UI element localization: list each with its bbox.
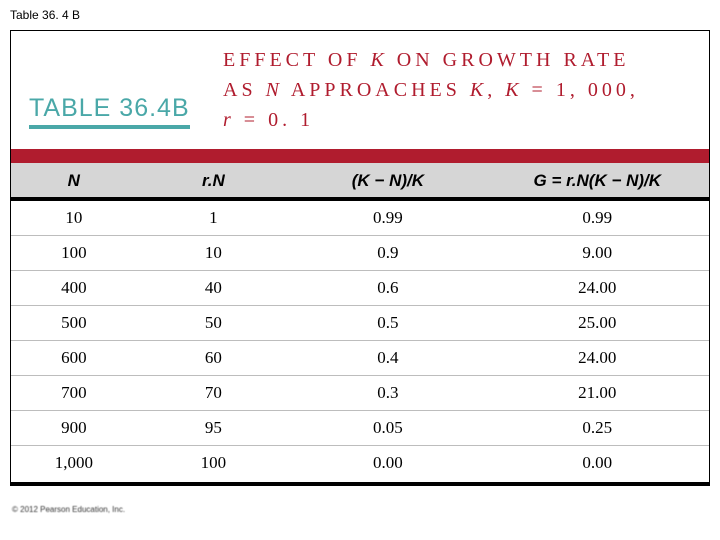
cell-g: 25.00 <box>486 313 709 333</box>
copyright-text: © 2012 Pearson Education, Inc. <box>12 505 125 514</box>
title-text: = 0. 1 <box>235 109 314 131</box>
cell-rn: 10 <box>137 243 291 263</box>
cell-ratio: 0.4 <box>290 348 485 368</box>
table-row: 700700.321.00 <box>11 376 709 411</box>
table-figure: TABLE 36.4B EFFECT OF K ON GROWTH RATE A… <box>10 30 710 486</box>
table-title: EFFECT OF K ON GROWTH RATE AS N APPROACH… <box>199 41 691 135</box>
cell-ratio: 0.6 <box>290 278 485 298</box>
red-divider <box>11 149 709 163</box>
col-header-n: N <box>11 171 137 191</box>
cell-n: 10 <box>11 208 137 228</box>
cell-rn: 100 <box>137 453 291 473</box>
cell-g: 0.99 <box>486 208 709 228</box>
cell-rn: 40 <box>137 278 291 298</box>
col-header-rn: r.N <box>137 171 291 191</box>
cell-n: 700 <box>11 383 137 403</box>
title-var-r: r <box>223 109 235 131</box>
cell-n: 1,000 <box>11 453 137 473</box>
table-row: 600600.424.00 <box>11 341 709 376</box>
table-row: 1010.990.99 <box>11 201 709 236</box>
cell-rn: 60 <box>137 348 291 368</box>
cell-n: 400 <box>11 278 137 298</box>
title-text: EFFECT OF <box>223 49 370 71</box>
title-text: ON GROWTH RATE <box>388 49 630 71</box>
table-row: 400400.624.00 <box>11 271 709 306</box>
cell-n: 600 <box>11 348 137 368</box>
title-text: APPROACHES <box>283 79 470 101</box>
col-header-ratio: (K − N)/K <box>290 171 485 191</box>
cell-ratio: 0.9 <box>290 243 485 263</box>
col-header-g: G = r.N(K − N)/K <box>486 171 709 191</box>
cell-ratio: 0.3 <box>290 383 485 403</box>
figure-header: TABLE 36.4B EFFECT OF K ON GROWTH RATE A… <box>11 31 709 149</box>
table-row: 100100.99.00 <box>11 236 709 271</box>
table-label: TABLE 36.4B <box>29 94 190 129</box>
table-label-wrap: TABLE 36.4B <box>29 41 199 135</box>
title-var-k: K <box>370 49 387 71</box>
table-row: 1,0001000.000.00 <box>11 446 709 480</box>
table-row: 500500.525.00 <box>11 306 709 341</box>
cell-n: 900 <box>11 418 137 438</box>
table-row: 900950.050.25 <box>11 411 709 446</box>
cell-rn: 95 <box>137 418 291 438</box>
cell-rn: 1 <box>137 208 291 228</box>
cell-ratio: 0.5 <box>290 313 485 333</box>
cell-rn: 70 <box>137 383 291 403</box>
cell-g: 24.00 <box>486 348 709 368</box>
cell-n: 100 <box>11 243 137 263</box>
title-var-k: K <box>505 79 522 101</box>
figure-caption: Table 36. 4 B <box>10 8 80 22</box>
title-var-k: K <box>470 79 487 101</box>
cell-g: 0.00 <box>486 453 709 473</box>
table-header-row: N r.N (K − N)/K G = r.N(K − N)/K <box>11 163 709 201</box>
title-var-n: N <box>266 79 283 101</box>
cell-g: 24.00 <box>486 278 709 298</box>
table-body: 1010.990.99100100.99.00400400.624.005005… <box>11 201 709 482</box>
cell-ratio: 0.05 <box>290 418 485 438</box>
cell-ratio: 0.99 <box>290 208 485 228</box>
cell-g: 0.25 <box>486 418 709 438</box>
cell-ratio: 0.00 <box>290 453 485 473</box>
page: Table 36. 4 B TABLE 36.4B EFFECT OF K ON… <box>0 0 720 540</box>
cell-g: 9.00 <box>486 243 709 263</box>
cell-rn: 50 <box>137 313 291 333</box>
title-text: , <box>487 79 505 101</box>
title-text: AS <box>223 79 266 101</box>
cell-g: 21.00 <box>486 383 709 403</box>
title-text: = 1, 000, <box>523 79 639 101</box>
bottom-rule <box>11 482 709 485</box>
cell-n: 500 <box>11 313 137 333</box>
